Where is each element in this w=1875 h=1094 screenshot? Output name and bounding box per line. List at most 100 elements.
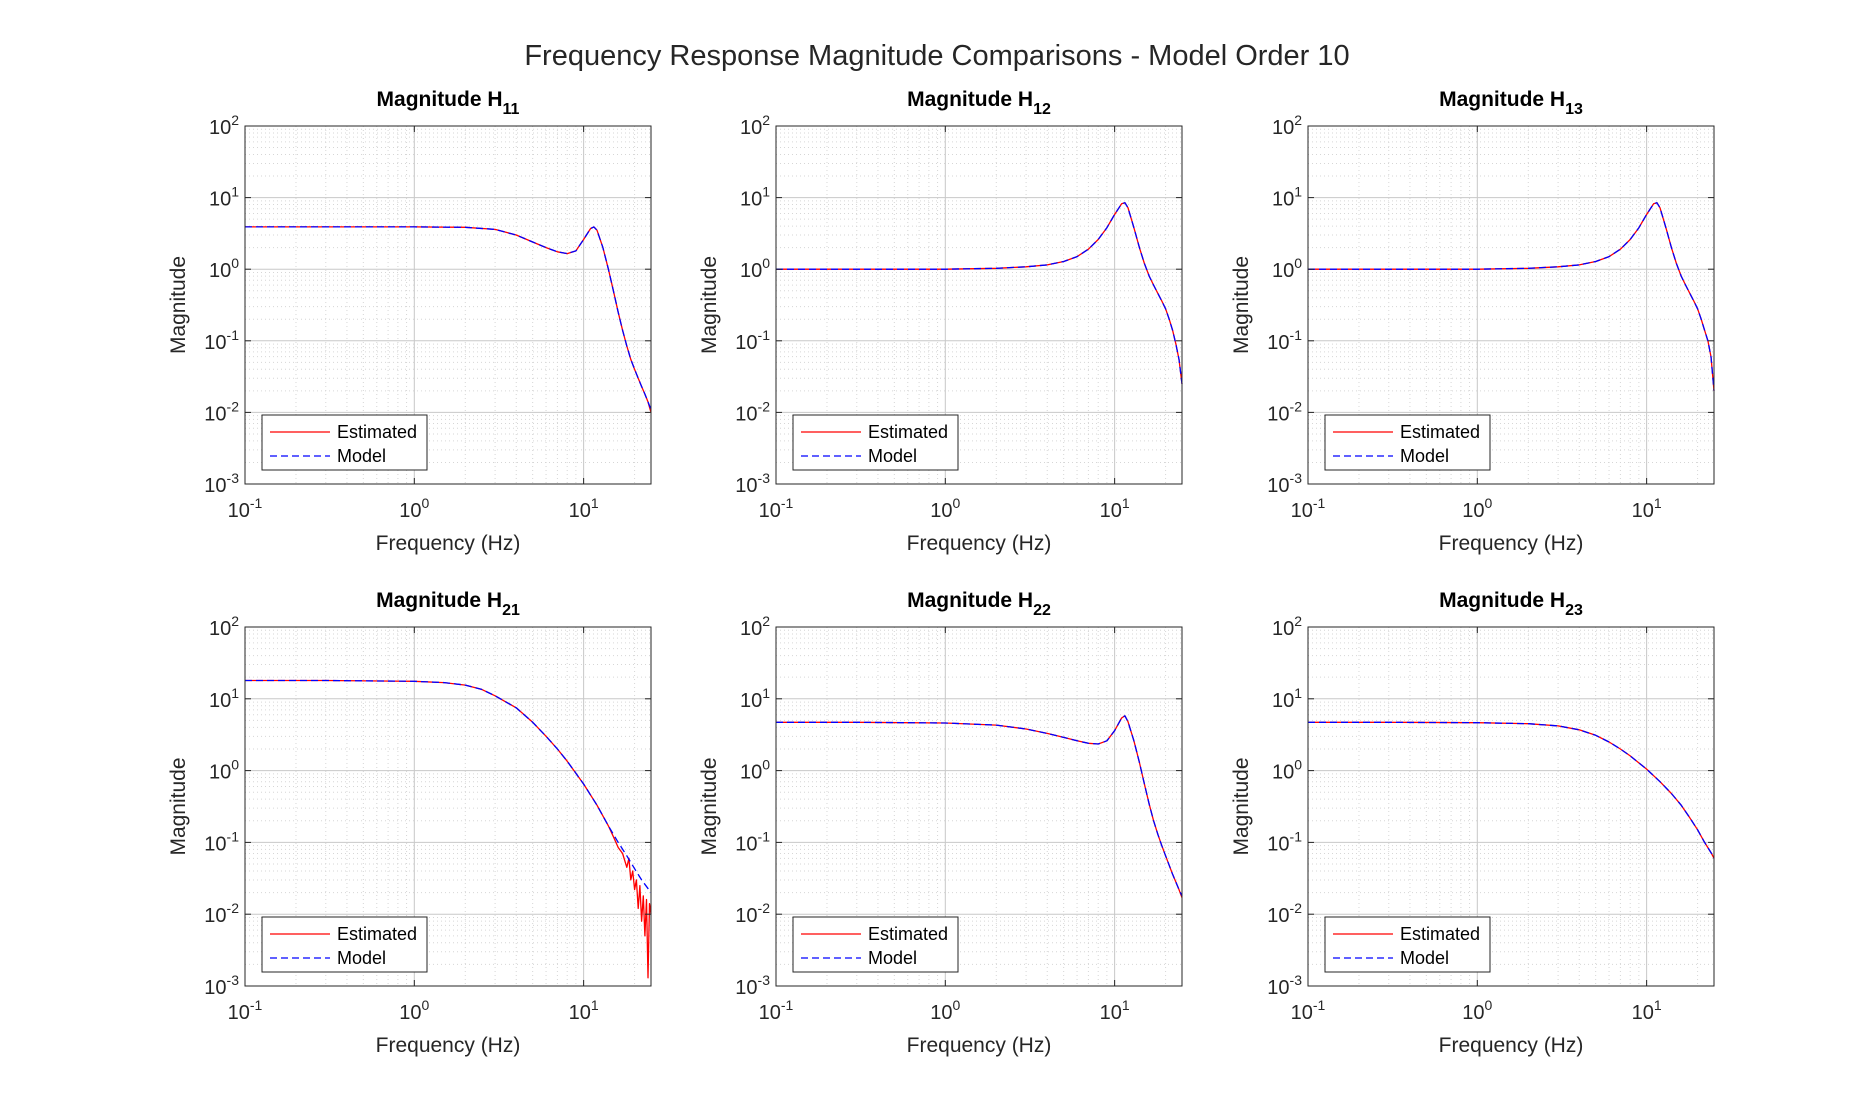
legend-box — [792, 414, 959, 471]
x-tick-label: 100 — [930, 495, 960, 522]
y-tick-exponent: -1 — [227, 828, 240, 844]
y-tick-exponent: 0 — [231, 757, 239, 773]
x-tick-base: 10 — [1632, 500, 1654, 522]
subplot-title: Magnitude H12 — [907, 88, 1051, 118]
y-tick-exponent: 0 — [1294, 757, 1302, 773]
y-tick-base: 10 — [209, 189, 231, 211]
subplot-title-main: Magnitude H — [907, 589, 1033, 612]
x-tick-label: 101 — [1100, 495, 1130, 522]
y-tick-exponent: -3 — [227, 972, 240, 988]
x-tick-label: 100 — [399, 495, 429, 522]
y-tick-base: 10 — [1267, 332, 1289, 354]
y-tick-exponent: -2 — [1290, 900, 1303, 916]
x-axis-label: Frequency (Hz) — [907, 1034, 1052, 1057]
y-tick-exponent: 2 — [762, 613, 770, 629]
subplot-title: Magnitude H13 — [1439, 88, 1583, 118]
series-line-model — [1308, 721, 1715, 859]
legend-box — [261, 414, 428, 471]
y-tick-base: 10 — [204, 905, 226, 927]
x-tick-label: 10-1 — [1291, 997, 1326, 1024]
legend-box — [792, 916, 959, 973]
subplot-title: Magnitude H23 — [1439, 589, 1583, 619]
legend-label-model: Model — [337, 948, 386, 968]
subplot-5: 10-1 100 10110-310-210-1100101102Frequency… — [698, 589, 1183, 1057]
x-tick-exponent: 0 — [953, 495, 961, 511]
y-tick-exponent: -3 — [1290, 972, 1303, 988]
x-tick-base: 10 — [930, 1002, 952, 1024]
y-tick-base: 10 — [1267, 403, 1289, 425]
x-tick-base: 10 — [759, 500, 781, 522]
x-tick-base: 10 — [759, 1002, 781, 1024]
x-tick-base: 10 — [569, 500, 591, 522]
y-tick-exponent: -3 — [1290, 470, 1303, 486]
y-tick-exponent: -2 — [1290, 398, 1303, 414]
x-tick-exponent: 1 — [1654, 495, 1662, 511]
x-tick-label: 10-1 — [228, 997, 263, 1024]
y-tick-base: 10 — [1267, 833, 1289, 855]
y-tick-base: 10 — [735, 475, 757, 497]
y-tick-base: 10 — [735, 905, 757, 927]
y-tick-exponent: 2 — [231, 112, 239, 128]
x-tick-label: 101 — [1632, 495, 1662, 522]
y-tick-label: 10-3 — [1267, 972, 1302, 999]
x-tick-exponent: 0 — [1485, 997, 1493, 1013]
subplot-title: Magnitude H22 — [907, 589, 1051, 619]
series-line-model — [1308, 202, 1715, 391]
y-tick-label: 10-3 — [204, 972, 239, 999]
x-tick-exponent: 1 — [1654, 997, 1662, 1013]
y-axis-label: Magnitude — [167, 757, 190, 855]
y-tick-base: 10 — [735, 977, 757, 999]
y-axis-label: Magnitude — [1230, 757, 1253, 855]
x-tick-base: 10 — [1462, 500, 1484, 522]
y-tick-base: 10 — [1267, 977, 1289, 999]
y-tick-label: 10-1 — [1267, 327, 1302, 354]
y-tick-exponent: -2 — [227, 900, 240, 916]
y-tick-label: 10-2 — [204, 900, 239, 927]
legend-label-model: Model — [1400, 446, 1449, 466]
x-tick-label: 101 — [1100, 997, 1130, 1024]
y-tick-label: 10-2 — [1267, 398, 1302, 425]
x-tick-exponent: -1 — [250, 495, 263, 511]
y-tick-label: 101 — [1272, 184, 1302, 211]
y-tick-base: 10 — [204, 332, 226, 354]
legend-label-model: Model — [868, 446, 917, 466]
series-line-model — [245, 226, 652, 410]
y-tick-exponent: -1 — [758, 828, 771, 844]
y-tick-label: 102 — [1272, 613, 1302, 640]
x-axis-label: Frequency (Hz) — [1439, 1034, 1584, 1057]
x-tick-base: 10 — [1291, 1002, 1313, 1024]
legend: Estimated Model — [1324, 916, 1491, 973]
subplot-4: 10-1 100 10110-310-210-1100101102Frequency… — [167, 589, 652, 1057]
y-tick-exponent: -3 — [227, 470, 240, 486]
y-tick-base: 10 — [1267, 905, 1289, 927]
x-tick-label: 10-1 — [759, 997, 794, 1024]
y-tick-label: 10-1 — [204, 828, 239, 855]
y-tick-base: 10 — [740, 189, 762, 211]
x-tick-base: 10 — [399, 1002, 421, 1024]
x-tick-exponent: -1 — [1313, 997, 1326, 1013]
y-tick-label: 10-3 — [735, 470, 770, 497]
x-tick-label: 10-1 — [759, 495, 794, 522]
y-tick-exponent: -3 — [758, 972, 771, 988]
series-line-model — [245, 679, 652, 893]
y-tick-label: 100 — [209, 757, 239, 784]
y-tick-base: 10 — [735, 833, 757, 855]
subplot-grid: 10-1 100 10110-310-210-1100101102Frequency… — [167, 88, 1715, 1057]
y-tick-label: 101 — [209, 685, 239, 712]
y-tick-exponent: 0 — [762, 757, 770, 773]
legend: Estimated Model — [1324, 414, 1491, 471]
legend: Estimated Model — [261, 916, 428, 973]
series-line-model — [776, 202, 1183, 384]
y-tick-base: 10 — [740, 762, 762, 784]
x-tick-exponent: 1 — [591, 495, 599, 511]
x-tick-label: 100 — [399, 997, 429, 1024]
axes-frame — [775, 626, 1183, 987]
y-tick-base: 10 — [740, 618, 762, 640]
y-tick-label: 101 — [740, 685, 770, 712]
subplot-title-main: Magnitude H — [907, 88, 1033, 111]
x-tick-label: 10-1 — [1291, 495, 1326, 522]
x-tick-exponent: 0 — [1485, 495, 1493, 511]
y-tick-label: 10-2 — [735, 900, 770, 927]
y-tick-exponent: -2 — [227, 398, 240, 414]
